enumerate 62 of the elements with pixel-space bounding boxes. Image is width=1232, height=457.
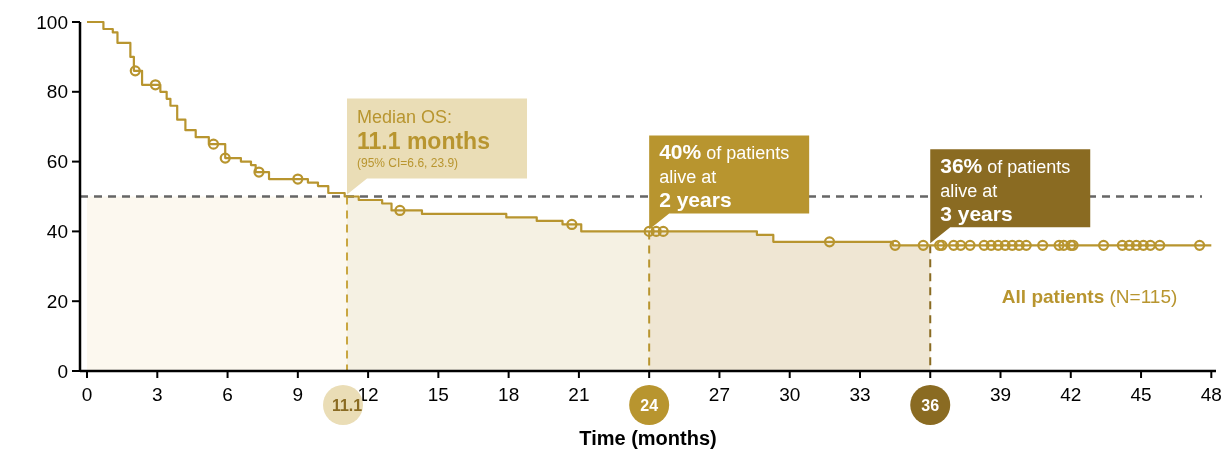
ref-line-label: 24 — [640, 396, 659, 414]
point — [292, 173, 304, 185]
x-tick-label: 0 — [81, 384, 93, 405]
point — [999, 239, 1011, 251]
annotation: Median OS: 11.1 months (95% CI=6.6, 23.9) — [357, 106, 490, 170]
point — [1097, 239, 1110, 251]
point — [1058, 239, 1070, 251]
y-tick-label: 20 — [46, 290, 68, 312]
annotation: 36% of patients alive at 3 years — [940, 154, 1071, 226]
point — [566, 218, 578, 231]
point — [1037, 239, 1049, 251]
text: All patients (N=115) — [1001, 286, 1178, 308]
x-tick-label: 48 — [1200, 384, 1222, 405]
point — [219, 152, 231, 164]
x-tick-label: 42 — [1060, 384, 1082, 405]
x-tick-label: 45 — [1130, 384, 1152, 405]
x-tick-label: 3 — [152, 384, 163, 405]
x-tick-label: 18 — [498, 384, 520, 405]
point — [955, 239, 967, 251]
ref-line-label: 11.1 — [331, 396, 363, 414]
point — [149, 79, 162, 91]
x-tick-label: 39 — [989, 384, 1012, 405]
x-tick-label: 21 — [568, 384, 590, 405]
point — [889, 239, 901, 251]
point — [643, 225, 655, 237]
y-tick-label: 100 — [36, 11, 68, 33]
point — [948, 239, 960, 251]
point — [394, 204, 406, 217]
point — [1130, 239, 1142, 251]
point — [253, 166, 265, 178]
annotation: 40% of patients alive at 2 years — [659, 140, 790, 212]
y-tick-label: 0 — [57, 360, 68, 382]
point — [657, 225, 669, 237]
point — [650, 225, 662, 237]
point — [1006, 239, 1018, 251]
point — [823, 236, 836, 248]
point — [1154, 239, 1166, 251]
y-tick-label: 60 — [46, 151, 68, 173]
point — [1020, 239, 1032, 251]
point — [129, 65, 141, 77]
point — [1137, 239, 1149, 251]
point — [1013, 239, 1025, 251]
point — [964, 239, 976, 251]
point — [1194, 239, 1206, 251]
x-axis-title: Time (months) — [579, 427, 717, 449]
x-tick-label: 27 — [708, 384, 731, 405]
ref-line-label: 36 — [921, 396, 940, 414]
point — [207, 138, 220, 150]
y-tick-label: 80 — [46, 81, 68, 103]
x-tick-label: 33 — [849, 384, 871, 405]
x-tick-label: 9 — [292, 384, 304, 405]
point — [1123, 239, 1135, 251]
point — [917, 239, 929, 251]
point — [1116, 239, 1128, 251]
point — [992, 239, 1004, 251]
x-tick-label: 30 — [779, 384, 801, 405]
point — [978, 239, 990, 251]
x-tick-label: 15 — [427, 384, 449, 405]
x-tick-label: 6 — [222, 384, 233, 405]
y-tick-label: 40 — [46, 221, 68, 243]
point — [1053, 239, 1065, 251]
point — [985, 239, 997, 251]
